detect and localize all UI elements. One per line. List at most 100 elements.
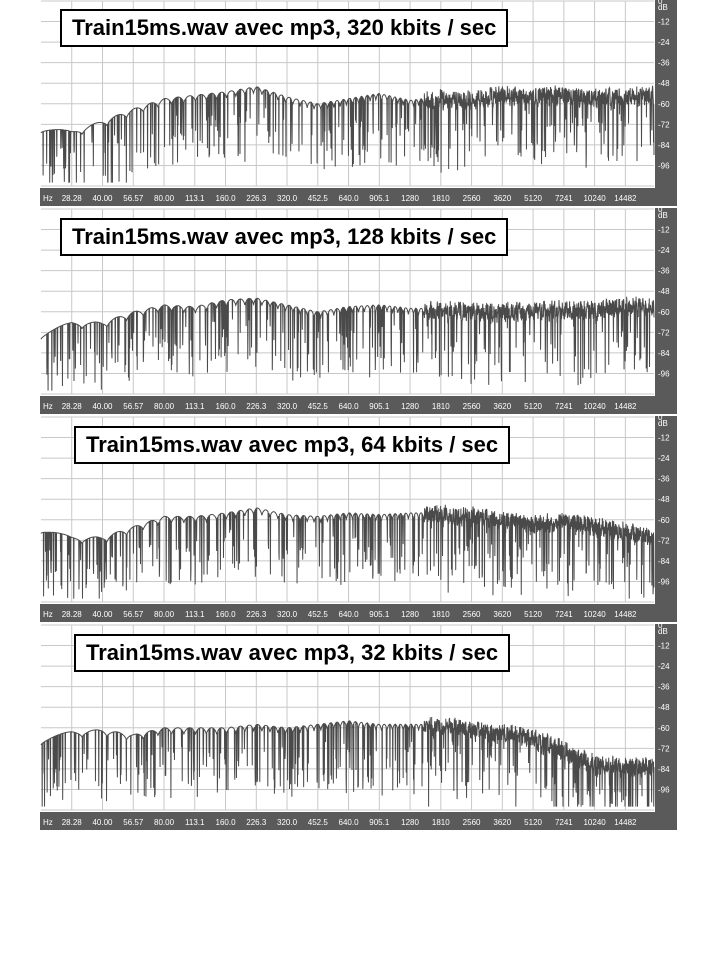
x-tick-label: 1810 bbox=[432, 402, 450, 411]
x-axis-bar bbox=[40, 396, 677, 414]
y-tick-label: -84 bbox=[658, 349, 670, 358]
x-tick-label: 2560 bbox=[463, 610, 481, 619]
x-tick-label: 3620 bbox=[493, 818, 511, 827]
x-tick-label: 14482 bbox=[614, 818, 637, 827]
x-tick-label: 226.3 bbox=[246, 402, 267, 411]
x-tick-label: 1280 bbox=[401, 610, 419, 619]
y-tick-label: -84 bbox=[658, 557, 670, 566]
x-tick-label: 320.0 bbox=[277, 610, 298, 619]
y-tick-label: -84 bbox=[658, 141, 670, 150]
spectrum-panel-320: dB 0 -12 -24 -36 -48 -60 -72 -84 -96 Hz 28.28 40.00 5… bbox=[40, 0, 677, 206]
x-tick-label: 28.28 bbox=[62, 818, 83, 827]
x-tick-label: 28.28 bbox=[62, 610, 83, 619]
x-tick-label: 640.0 bbox=[339, 194, 360, 203]
x-tick-label: 14482 bbox=[614, 402, 637, 411]
x-tick-label: 1280 bbox=[401, 402, 419, 411]
y-tick-label: -12 bbox=[658, 642, 670, 651]
y-unit-label: dB bbox=[658, 3, 668, 12]
y-tick-label: -36 bbox=[658, 683, 670, 692]
x-tick-label: 226.3 bbox=[246, 818, 267, 827]
series-line bbox=[40, 504, 655, 599]
x-tick-label: 905.1 bbox=[369, 818, 390, 827]
x-tick-label: 452.5 bbox=[308, 610, 329, 619]
spectrum-panel-32: dB 0 -12 -24 -36 -48 -60 -72 -84 -96 Hz 28.28 40.00 5… bbox=[40, 624, 677, 830]
x-tick-label: 113.1 bbox=[185, 610, 205, 619]
y-tick-label: -48 bbox=[658, 703, 670, 712]
x-tick-label: 7241 bbox=[555, 194, 573, 203]
x-tick-label: 320.0 bbox=[277, 194, 298, 203]
y-unit-label: dB bbox=[658, 211, 668, 220]
x-tick-label: 14482 bbox=[614, 194, 637, 203]
y-tick-label: -96 bbox=[658, 577, 670, 586]
series-line bbox=[40, 717, 655, 808]
y-tick-label: 0 bbox=[658, 0, 663, 6]
x-tick-label: 160.0 bbox=[216, 610, 237, 619]
chart-title: Train15ms.wav avec mp3, 128 kbits / sec bbox=[60, 218, 509, 256]
y-unit-label: dB bbox=[658, 419, 668, 428]
y-axis-bar bbox=[655, 0, 677, 206]
series-line bbox=[40, 85, 655, 183]
y-tick-label: -72 bbox=[658, 744, 670, 753]
x-tick-label: 7241 bbox=[555, 610, 573, 619]
y-tick-label: -96 bbox=[658, 369, 670, 378]
x-tick-label: 28.28 bbox=[62, 402, 83, 411]
x-tick-label: 113.1 bbox=[185, 402, 205, 411]
y-tick-label: -96 bbox=[658, 161, 670, 170]
x-axis-bar bbox=[40, 604, 677, 622]
x-tick-label: 10240 bbox=[583, 194, 606, 203]
y-tick-label: -12 bbox=[658, 434, 670, 443]
x-tick-label: 10240 bbox=[583, 818, 606, 827]
y-tick-label: 0 bbox=[658, 208, 663, 214]
y-tick-label: -72 bbox=[658, 120, 670, 129]
y-tick-label: -24 bbox=[658, 454, 670, 463]
x-tick-label: 640.0 bbox=[339, 610, 360, 619]
x-unit-label: Hz bbox=[43, 610, 53, 619]
x-tick-label: 113.1 bbox=[185, 818, 205, 827]
x-tick-label: 5120 bbox=[524, 610, 542, 619]
x-unit-label: Hz bbox=[43, 194, 53, 203]
x-tick-label: 56.57 bbox=[123, 818, 144, 827]
x-tick-label: 40.00 bbox=[92, 402, 113, 411]
x-tick-label: 1810 bbox=[432, 818, 450, 827]
y-tick-label: -60 bbox=[658, 100, 670, 109]
x-tick-label: 905.1 bbox=[369, 194, 390, 203]
x-tick-label: 226.3 bbox=[246, 610, 267, 619]
y-tick-label: -96 bbox=[658, 785, 670, 794]
x-tick-label: 2560 bbox=[463, 818, 481, 827]
x-tick-label: 1810 bbox=[432, 610, 450, 619]
y-tick-label: 0 bbox=[658, 624, 663, 630]
x-tick-label: 5120 bbox=[524, 194, 542, 203]
y-tick-label: -24 bbox=[658, 246, 670, 255]
x-tick-label: 1280 bbox=[401, 194, 419, 203]
y-tick-label: 0 bbox=[658, 416, 663, 422]
y-tick-label: -24 bbox=[658, 38, 670, 47]
x-tick-label: 160.0 bbox=[216, 194, 237, 203]
x-tick-label: 80.00 bbox=[154, 402, 175, 411]
x-tick-label: 28.28 bbox=[62, 194, 83, 203]
x-tick-label: 320.0 bbox=[277, 818, 298, 827]
y-tick-label: -36 bbox=[658, 267, 670, 276]
x-tick-label: 452.5 bbox=[308, 402, 329, 411]
y-tick-label: -72 bbox=[658, 536, 670, 545]
spectrum-panel-64: dB 0 -12 -24 -36 -48 -60 -72 -84 -96 Hz 28.28 40.00 5… bbox=[40, 416, 677, 622]
y-axis-bar bbox=[655, 208, 677, 414]
y-unit-label: dB bbox=[658, 627, 668, 636]
x-tick-label: 2560 bbox=[463, 194, 481, 203]
x-axis-bar bbox=[40, 188, 677, 206]
y-tick-label: -60 bbox=[658, 308, 670, 317]
x-tick-label: 452.5 bbox=[308, 818, 329, 827]
x-tick-label: 113.1 bbox=[185, 194, 205, 203]
x-tick-label: 40.00 bbox=[92, 610, 113, 619]
x-tick-label: 905.1 bbox=[369, 402, 390, 411]
x-tick-label: 7241 bbox=[555, 402, 573, 411]
y-tick-label: -72 bbox=[658, 328, 670, 337]
x-tick-label: 452.5 bbox=[308, 194, 329, 203]
y-tick-label: -48 bbox=[658, 79, 670, 88]
x-tick-label: 1810 bbox=[432, 194, 450, 203]
x-tick-label: 160.0 bbox=[216, 818, 237, 827]
x-tick-label: 10240 bbox=[583, 610, 606, 619]
chart-title: Train15ms.wav avec mp3, 320 kbits / sec bbox=[60, 9, 509, 47]
y-tick-label: -48 bbox=[658, 495, 670, 504]
y-tick-label: -48 bbox=[658, 287, 670, 296]
x-tick-label: 226.3 bbox=[246, 194, 267, 203]
